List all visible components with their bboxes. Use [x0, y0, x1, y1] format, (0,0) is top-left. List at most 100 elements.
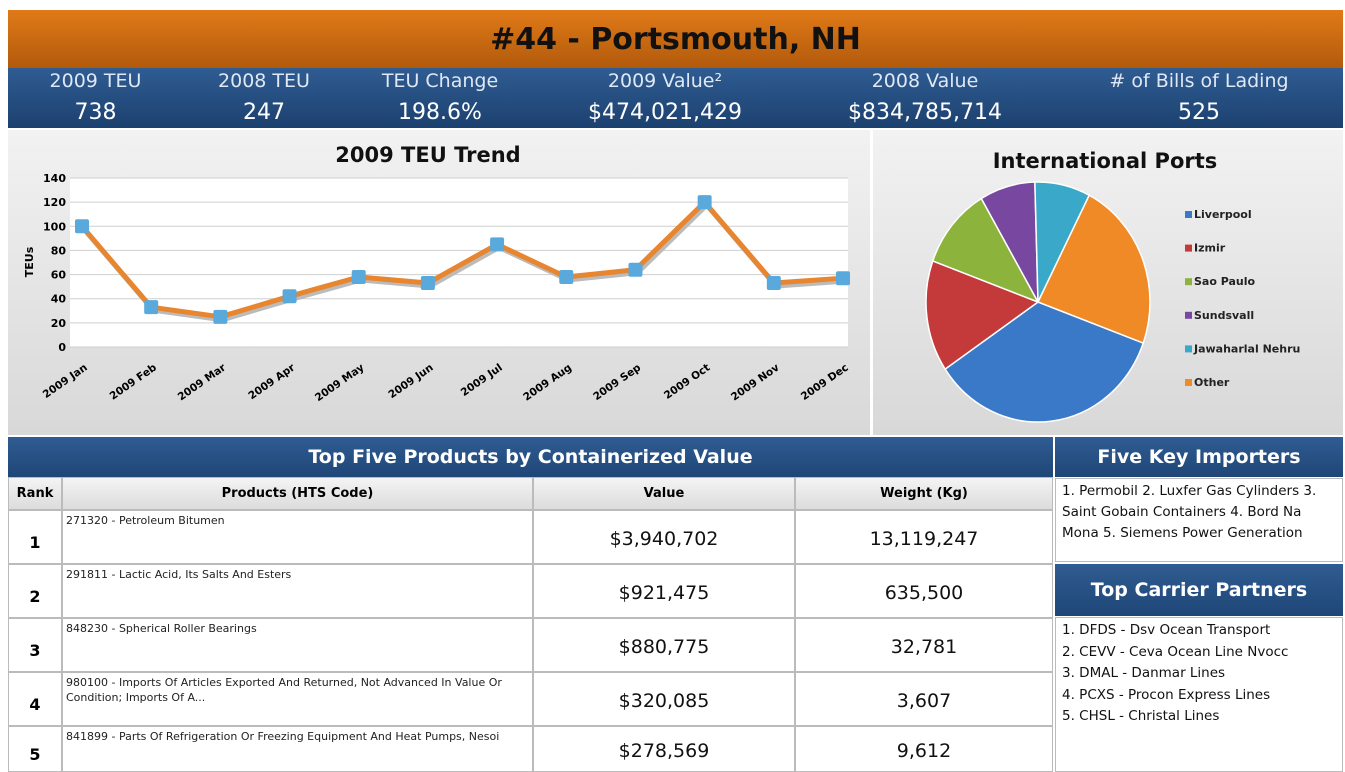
stat-value: 247 [243, 100, 285, 125]
y-tick-label: 80 [51, 244, 67, 257]
plot-area [70, 178, 848, 347]
value-cell: $921,475 [533, 564, 795, 618]
stats-bar: 2009 TEU 738 2008 TEU 247 TEU Change 198.6% 20… [8, 68, 1343, 128]
x-tick-label: 2009 May [313, 362, 367, 405]
x-tick-label: 2009 Nov [729, 362, 782, 404]
product-cell: 848230 - Spherical Roller Bearings [62, 618, 533, 672]
x-tick-label: 2009 Jul [459, 362, 505, 399]
y-axis-label: TEUs [23, 246, 36, 277]
pie-slice [944, 301, 1145, 423]
stat-value: $474,021,429 [588, 100, 742, 125]
marker [697, 195, 712, 210]
marker [282, 289, 297, 304]
legend-label: Izmir [1194, 242, 1226, 255]
value-cell: $880,775 [533, 618, 795, 672]
y-tick-label: 100 [43, 220, 66, 233]
legend-swatch [1185, 379, 1192, 386]
carrier-item: 4. PCXS - Procon Express Lines [1062, 686, 1271, 703]
y-tick-label: 0 [58, 341, 66, 354]
x-tick-label: 2009 Apr [246, 361, 298, 402]
column-header: Rank [8, 477, 62, 510]
weight-cell: 3,607 [795, 672, 1053, 726]
carriers-list: 1. DFDS - Dsv Ocean Transport 2. CEVV - C… [1055, 617, 1343, 772]
y-tick-label: 140 [43, 172, 66, 185]
rank-cell: 2 [8, 564, 62, 618]
x-tick-label: 2009 Mar [176, 361, 229, 403]
pie-slice [931, 197, 1040, 304]
marker [766, 276, 781, 291]
carrier-item: 5. CHSL - Christal Lines [1062, 708, 1220, 724]
y-tick-label: 120 [43, 196, 66, 209]
stat-label: # of Bills of Lading [1109, 70, 1289, 92]
legend-label: Sao Paulo [1194, 275, 1256, 288]
x-tick-label: 2009 Aug [521, 362, 574, 404]
legend-swatch [1185, 244, 1192, 252]
stat-label: 2009 TEU [49, 70, 142, 92]
marker [75, 219, 89, 234]
value-cell: $3,940,702 [533, 510, 795, 564]
y-tick-label: 40 [51, 293, 67, 306]
stat-value: $834,785,714 [848, 100, 1002, 125]
y-tick-label: 20 [51, 317, 67, 330]
product-cell: 291811 - Lactic Acid, Its Salts And Este… [62, 564, 533, 618]
stat-label: TEU Change [381, 70, 499, 92]
weight-cell: 635,500 [795, 564, 1053, 618]
carrier-item: 2. CEVV - Ceva Ocean Line Nvocc [1062, 643, 1289, 660]
marker [144, 300, 159, 315]
importers-text: 1. Permobil 2. Luxfer Gas Cylinders 3. S… [1055, 478, 1343, 562]
carriers-title: Top Carrier Partners [1055, 564, 1343, 616]
stat-label: 2008 Value [871, 70, 979, 92]
charts: 2009 TEU Trend TEUs 0 20 40 60 80 100 120 140 2009… [23, 143, 1300, 423]
weight-cell: 32,781 [795, 618, 1053, 672]
value-cell: $320,085 [533, 672, 795, 726]
rank-cell: 3 [8, 618, 62, 672]
carrier-item: 1. DFDS - Dsv Ocean Transport [1062, 622, 1271, 638]
weight-cell: 13,119,247 [795, 510, 1053, 564]
stat-label: 2008 TEU [218, 70, 310, 92]
weight-cell: 9,612 [795, 726, 1053, 772]
products-title: Top Five Products by Containerized Value [8, 437, 1053, 477]
x-tick-label: 2009 Oct [662, 362, 712, 402]
legend-swatch [1185, 211, 1192, 218]
legend-label: Other [1194, 376, 1230, 389]
value-cell: $278,569 [533, 726, 795, 772]
column-header: Value [533, 477, 795, 510]
rank-cell: 4 [8, 672, 62, 726]
column-header: Weight (Kg) [795, 477, 1053, 510]
line [80, 199, 844, 320]
marker [836, 271, 850, 286]
legend-label: Jawaharlal Nehru [1193, 342, 1300, 355]
marker [628, 262, 643, 277]
marker [351, 269, 366, 284]
stat-value: 738 [74, 100, 117, 125]
x-tick-label: 2009 Jan [41, 362, 90, 401]
legend-swatch [1185, 311, 1192, 319]
legend-swatch [1185, 278, 1192, 286]
rank-cell: 1 [8, 510, 62, 564]
product-cell: 841899 - Parts Of Refrigeration Or Freez… [62, 726, 533, 772]
marker [213, 309, 228, 324]
pie-slice [1036, 194, 1151, 345]
pie-slice [925, 259, 1040, 371]
marker [490, 237, 505, 252]
column-header: Products (HTS Code) [62, 477, 533, 510]
products-table: Rank Products (HTS Code) Value Weight (Kg) 1… [8, 477, 1053, 772]
chart-title: International Ports [993, 149, 1218, 173]
stat-value: 525 [1178, 100, 1220, 125]
rank-cell: 5 [8, 726, 62, 772]
chart-title: 2009 TEU Trend [335, 143, 520, 167]
product-cell: 980100 - Imports Of Articles Exported An… [62, 672, 533, 726]
y-tick-label: 60 [51, 269, 67, 282]
x-tick-label: 2009 Jun [386, 362, 435, 402]
x-tick-label: 2009 Feb [108, 361, 160, 402]
stat-value: 198.6% [398, 100, 482, 125]
legend-swatch [1185, 345, 1192, 353]
legend-label: Sundsvall [1194, 309, 1254, 322]
marker [559, 269, 574, 284]
stat-label: 2009 Value² [607, 70, 723, 92]
header-bar: #44 - Portsmouth, NH [8, 10, 1343, 68]
x-tick-label: 2009 Dec [799, 362, 851, 403]
product-cell: 271320 - Petroleum Bitumen [62, 510, 533, 564]
carrier-item: 3. DMAL - Danmar Lines [1062, 665, 1226, 681]
